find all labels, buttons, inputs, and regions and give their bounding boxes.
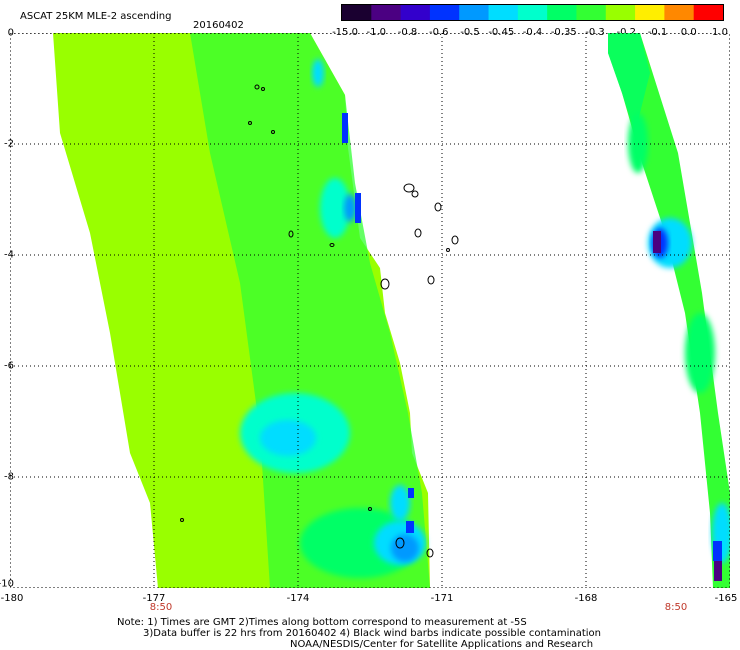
island-outline [248, 121, 252, 125]
color-scale-label: -15.0 [332, 27, 358, 38]
color-scale-swatch [576, 5, 607, 20]
x-tick-label: -165 [714, 593, 738, 604]
color-scale-swatch [488, 5, 519, 20]
footer-note-line2: 3)Data buffer is 22 hrs from 20160402 4)… [143, 628, 601, 639]
island-outline [403, 183, 415, 193]
island-outline [368, 507, 372, 511]
color-scale-swatch [400, 5, 431, 20]
swath-right-anomaly [628, 113, 648, 173]
island-outline [446, 248, 450, 252]
color-scale-swatch [342, 5, 372, 20]
swath-right-anomaly [685, 313, 715, 393]
y-tick-label: -8 [4, 471, 14, 483]
swath-left-anomaly [260, 420, 316, 456]
swath-left-anomaly [390, 485, 410, 521]
island-outline [261, 87, 265, 91]
y-tick-label: -2 [4, 138, 14, 150]
color-scale-swatch [429, 5, 460, 20]
color-scale-swatch [517, 5, 548, 20]
color-scale-label: 0.0 [680, 27, 697, 38]
pass-time-label: 8:50 [149, 602, 173, 613]
footer-note-line3: NOAA/NESDIS/Center for Satellite Applica… [290, 639, 594, 650]
x-tick-label: -171 [430, 593, 454, 604]
color-scale-label: -0.45 [488, 27, 515, 38]
island-outline [434, 202, 442, 212]
island-outline [411, 190, 419, 198]
swath-left-anomaly [312, 59, 324, 87]
color-scale-swatch [605, 5, 636, 20]
island-outline [180, 518, 184, 522]
color-scale-swatch [664, 5, 695, 20]
island-outline [329, 243, 335, 247]
color-scale-swatch [693, 5, 723, 20]
swath-left [53, 33, 430, 588]
swath-left-anomaly [355, 193, 361, 223]
swath-left-anomaly [391, 534, 419, 562]
x-tick-label: -180 [0, 593, 24, 604]
color-scale-swatch [371, 5, 402, 20]
map-date: 20160402 [193, 20, 244, 31]
island-outline [380, 278, 390, 290]
x-tick-label: -174 [286, 593, 310, 604]
swath-right [608, 33, 730, 588]
pass-time-label: 8:50 [664, 602, 688, 613]
swath-left-anomaly [320, 178, 350, 238]
island-outline [395, 537, 405, 549]
swath-right-anomaly [608, 33, 650, 133]
color-scale-label: -0.4 [522, 27, 543, 38]
swath-left-anomaly [342, 113, 348, 143]
color-scale-swatch [547, 5, 577, 20]
y-tick-label: -10 [0, 578, 14, 590]
map-frame [10, 33, 730, 588]
color-scale-bar [341, 4, 724, 21]
color-scale-label: -1.0 [366, 27, 387, 38]
swath-right-base [608, 33, 730, 588]
swath-map [10, 33, 730, 588]
y-tick-label: -4 [4, 249, 14, 261]
island-outline [426, 548, 434, 558]
swath-left-anomaly [406, 521, 414, 533]
x-tick-label: -168 [574, 593, 598, 604]
map-title: ASCAT 25KM MLE-2 ascending [20, 11, 172, 22]
island-outline [288, 230, 294, 238]
color-scale-label: -0.8 [397, 27, 418, 38]
gridlines [10, 33, 730, 588]
swath-right-anomaly [714, 561, 722, 581]
y-tick-label: 0 [7, 27, 14, 39]
color-scale-label: -0.35 [550, 27, 577, 38]
color-scale-label: -0.1 [647, 27, 668, 38]
swath-left-anomaly [344, 194, 356, 222]
color-scale-swatch [459, 5, 490, 20]
island-outline [271, 130, 275, 134]
island-outline [451, 235, 459, 245]
island-outline [414, 228, 422, 238]
footer-note-line1: Note: 1) Times are GMT 2)Times along bot… [117, 617, 527, 628]
color-scale-label: 1.0 [712, 27, 728, 38]
island-outline [427, 275, 435, 285]
swath-left-green-band [190, 33, 430, 588]
island-outlines [180, 84, 459, 558]
x-tick-label: -177 [142, 593, 166, 604]
y-tick-label: -6 [4, 360, 14, 372]
island-outline [254, 84, 260, 90]
swath-right-anomaly [653, 231, 661, 253]
color-scale-swatch [635, 5, 665, 20]
swath-right-anomaly [713, 541, 722, 561]
swath-left-anomaly [408, 488, 414, 498]
